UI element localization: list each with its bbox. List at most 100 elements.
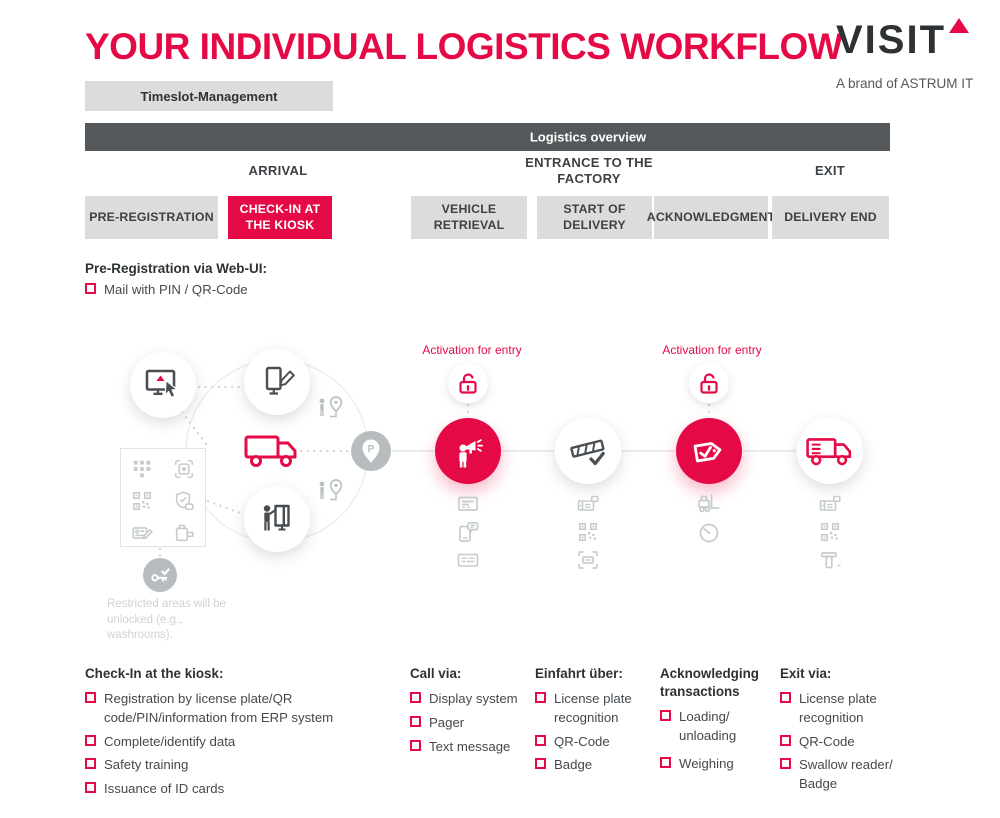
brand-logo: VISIT A brand of ASTRUM IT [836, 18, 973, 91]
license-plate-camera-icon [817, 491, 843, 517]
legend-einfahrt-ueber: Einfahrt über: License plate recognition… [535, 665, 651, 780]
legend-item-label: QR-Code [554, 733, 610, 749]
legend-item-label: Complete/identify data [104, 733, 236, 749]
legend-item: QR-Code [780, 733, 900, 752]
pager-icon [455, 519, 481, 545]
legend-title: Check-In at the kiosk: [85, 666, 224, 681]
legend-item: Complete/identify data [85, 733, 377, 752]
legend-item: Safety training [85, 756, 377, 775]
stage-vehicle-retrieval: VEHICLE RETRIEVAL [411, 196, 527, 239]
legend-item-label: Safety training [104, 757, 189, 773]
prereg-note-title: Pre-Registration via Web-UI: [85, 261, 268, 276]
prereg-item-label: Mail with PIN / QR-Code [104, 282, 248, 297]
legend-item: Swallow reader/​Badge [780, 756, 900, 793]
legend-item-label: Issuance of ID cards [104, 781, 225, 797]
checkbox-icon [410, 692, 421, 704]
legend-item-label: License plate recognition [799, 691, 877, 725]
checkbox-icon [660, 756, 671, 768]
qr-code-icon [129, 488, 155, 514]
checkbox-icon [85, 692, 96, 704]
gauge-icon [696, 520, 722, 546]
legend-item-label: Registration by license plate/QR code/PI… [104, 691, 334, 725]
barrier-check-icon [555, 418, 621, 484]
timeslot-management-label: Timeslot-Management [140, 88, 278, 104]
visit-logo-text: VISIT [836, 18, 947, 62]
checkbox-icon [780, 734, 791, 746]
legend-item: License plate recognition [780, 690, 900, 727]
badge-scan-icon [575, 547, 601, 573]
qr-code-icon [817, 519, 843, 545]
legend-checkin-kiosk: Check-In at the kiosk: Registration by l… [85, 665, 377, 804]
pin-pad-icon [129, 456, 155, 482]
legend-item: Weighing [660, 755, 772, 774]
legend-item: Issuance of ID cards [85, 780, 377, 799]
lock-open-icon [689, 363, 729, 403]
display-system-icon [455, 491, 481, 517]
shield-check-icon [171, 488, 197, 514]
kiosk-register-icon [244, 349, 310, 415]
logistics-overview-label: Logistics overview [529, 129, 647, 145]
restricted-areas-note: Restricted areas will be unlocked (e.g.,… [107, 598, 226, 642]
legend-item: Text message [410, 738, 534, 757]
legend-acknowledging: Acknowledging transactions Loading/​unlo… [660, 665, 772, 778]
phase-entrance: ENTRANCE TO THE FACTORY [525, 155, 653, 186]
checkbox-icon [535, 692, 546, 704]
checkbox-icon [410, 715, 421, 727]
card-swallow-icon [817, 548, 843, 574]
legend-item-label: Display system [429, 691, 518, 707]
web-ui-monitor-icon [130, 352, 196, 418]
legend-item: License plate recognition [535, 690, 651, 727]
truck-exit-icon [797, 418, 863, 484]
legend-title: Call via: [410, 666, 462, 681]
person-route-pin-icon [316, 396, 346, 423]
checkbox-icon [780, 758, 791, 770]
legend-title: Einfahrt über: [535, 666, 623, 681]
checkbox-icon [535, 758, 546, 770]
tag-check-icon [676, 418, 742, 484]
qr-code-icon [575, 519, 601, 545]
checkbox-icon [410, 739, 421, 751]
phase-exit: EXIT [814, 163, 846, 178]
legend-exit-via: Exit via: License plate recognition QR-C… [780, 665, 900, 799]
legend-item-label: QR-Code [799, 733, 855, 749]
lock-open-icon [448, 363, 488, 403]
legend-item-label: Swallow reader/​Badge [799, 757, 893, 792]
visit-logo-triangle-icon [949, 18, 969, 33]
legend-item: Display system [410, 690, 534, 709]
checkbox-icon [780, 692, 791, 704]
stage-pre-registration: PRE-REGISTRATION [85, 196, 218, 239]
stage-check-in-kiosk: CHECK-IN AT THE KIOSK [228, 196, 332, 239]
legend-item: Loading/​unloading [660, 708, 772, 745]
prereg-note-item: Mail with PIN / QR-Code [85, 281, 248, 300]
checkbox-icon [85, 283, 96, 294]
parking-pin-icon: P [351, 431, 391, 471]
truck-icon [243, 430, 301, 472]
legend-item-label: Weighing [679, 755, 734, 771]
brand-tagline: A brand of ASTRUM IT [836, 76, 974, 91]
legend-item: Pager [410, 714, 534, 733]
legend-call-via: Call via: Display system Pager Text mess… [410, 665, 534, 761]
card-printer-icon [171, 520, 197, 546]
checkbox-icon [85, 734, 96, 746]
legend-title: Acknowledging transactions [660, 666, 759, 700]
legend-item-label: License plate recognition [554, 691, 632, 725]
timeslot-management-box: Timeslot-Management [85, 81, 333, 111]
legend-item-label: Text message [429, 738, 511, 754]
logistics-overview-bar: Logistics overview [85, 123, 890, 151]
license-plate-camera-icon [575, 491, 601, 517]
checkbox-icon [660, 710, 671, 722]
legend-item-label: Badge [554, 757, 593, 773]
checkbox-icon [85, 758, 96, 770]
legend-item: QR-Code [535, 733, 651, 752]
key-check-icon [143, 558, 177, 592]
activation-label-acknowledgment: Activation for entry [662, 343, 762, 357]
stage-acknowledgment: ACKNOWLEDGMENT [647, 196, 775, 239]
face-scan-icon [171, 456, 197, 482]
legend-item: Registration by license plate/QR code/PI… [85, 690, 377, 727]
legend-title: Exit via: [780, 666, 832, 681]
id-card-edit-icon [129, 520, 155, 546]
call-megaphone-icon [435, 418, 501, 484]
checkbox-icon [85, 782, 96, 794]
checkbox-icon [535, 734, 546, 746]
